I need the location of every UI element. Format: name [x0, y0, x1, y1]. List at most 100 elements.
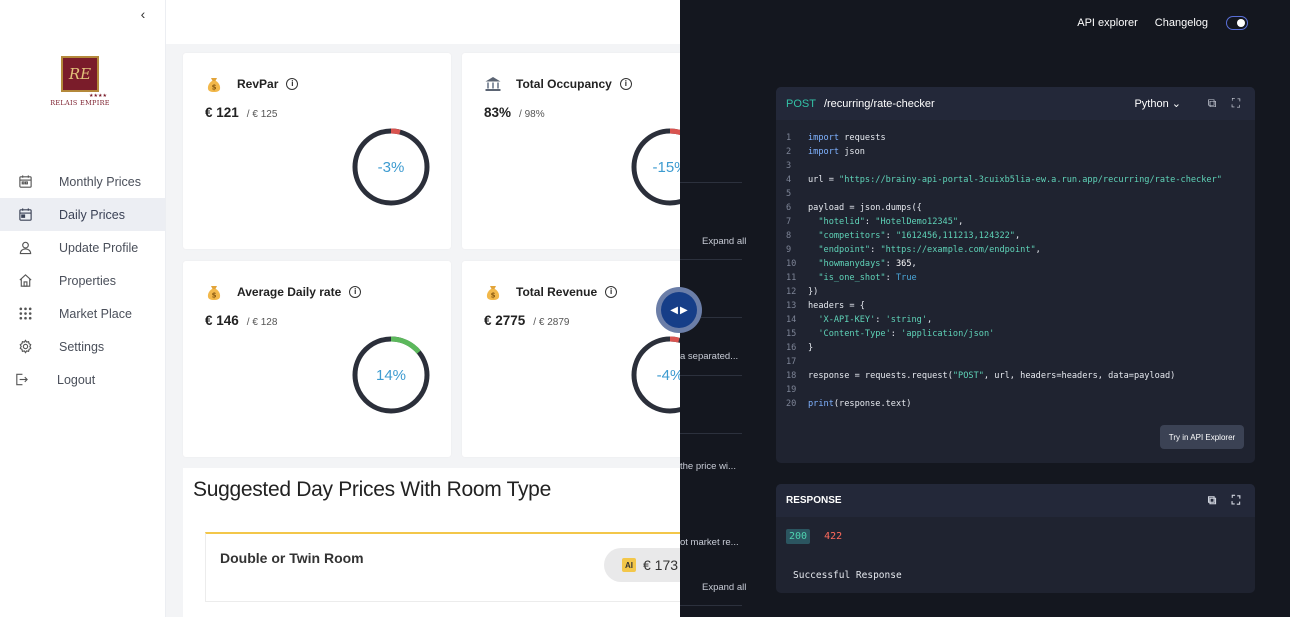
param-description: a separated... — [680, 351, 739, 362]
kpi-change: -3% — [377, 158, 405, 176]
language-value: Python — [1134, 98, 1169, 110]
kpi-title: Total Revenue — [516, 285, 598, 299]
info-icon[interactable]: i — [619, 78, 632, 90]
gear-icon — [17, 339, 33, 355]
language-select[interactable]: Python ⌄ — [1134, 97, 1181, 110]
kpi-current: € 2775 — [484, 313, 526, 328]
room-card[interactable]: Double or Twin Room AI € 173 — [205, 532, 680, 602]
info-icon[interactable]: i — [349, 286, 362, 298]
sidebar-item-update-profile[interactable]: Update Profile — [0, 231, 165, 264]
kpi-header: $ RevPar i — [205, 75, 299, 93]
kpi-card-adr: $ Average Daily rate i € 146 / € 128 14% — [183, 261, 451, 457]
kpi-header: $ Total Revenue i — [484, 283, 618, 301]
gauge-arc — [631, 336, 680, 414]
section-title: Suggested Day Prices With Room Type — [193, 478, 551, 501]
user-icon — [17, 240, 33, 256]
sidebar-item-properties[interactable]: Properties — [0, 264, 165, 297]
logo-stars: ★★★★ — [89, 93, 107, 99]
copy-icon[interactable]: ⧉ — [1207, 96, 1217, 110]
sidebar-nav: Monthly Prices Daily Prices Update Profi… — [0, 165, 165, 396]
code-block[interactable]: 1 import requests 2 import json 3 4 url = "… — [786, 133, 1222, 409]
grid-icon — [17, 306, 33, 322]
kpi-value: € 2775 / € 2879 — [484, 313, 569, 328]
kpi-value: € 121 / € 125 — [205, 105, 277, 120]
kpi-gauge: -4% — [630, 335, 680, 415]
kpi-value: 83% / 98% — [484, 105, 545, 120]
copy-icon[interactable]: ⧉ — [1207, 493, 1217, 507]
panel-top-links: API explorer Changelog — [1060, 16, 1248, 30]
sidebar-item-label: Monthly Prices — [59, 174, 141, 189]
sidebar-item-settings[interactable]: Settings — [0, 330, 165, 363]
svg-text:$: $ — [212, 84, 217, 92]
sidebar-item-label: Market Place — [59, 306, 132, 321]
kpi-header: $ Average Daily rate i — [205, 283, 362, 301]
gauge-arc — [352, 336, 430, 414]
divider — [680, 433, 742, 434]
changelog-link[interactable]: Changelog — [1154, 17, 1208, 29]
api-docs-panel: Expand all a separated... the price wi..… — [680, 0, 1290, 617]
sidebar-item-label: Update Profile — [59, 240, 139, 255]
suggested-price-pill[interactable]: AI € 173 — [604, 548, 680, 582]
sidebar-item-label: Daily Prices — [59, 207, 125, 222]
home-icon — [17, 273, 33, 289]
chevron-down-icon: ⌄ — [1171, 98, 1181, 110]
kpi-gauge: -3% — [351, 127, 431, 207]
collapse-sidebar-icon[interactable]: ‹ — [140, 6, 146, 22]
top-bar — [166, 0, 680, 44]
info-icon[interactable]: i — [605, 286, 618, 298]
sidebar-item-label: Settings — [59, 339, 105, 354]
money-bag-icon: $ — [205, 75, 223, 93]
expand-all-link[interactable]: Expand all — [702, 236, 747, 247]
divider — [680, 317, 742, 318]
logo-name: RELAIS EMPIRE — [50, 99, 110, 107]
sidebar-item-label: Properties — [59, 273, 116, 288]
theme-toggle[interactable] — [1226, 16, 1248, 30]
expand-all-link[interactable]: Expand all — [702, 582, 747, 593]
kpi-compare: / € 2879 — [533, 317, 570, 328]
kpi-compare: / € 128 — [246, 317, 278, 328]
divider — [680, 259, 742, 260]
info-icon[interactable]: i — [286, 78, 299, 90]
suggested-price: € 173 — [643, 557, 679, 573]
kpi-header: Total Occupancy i — [484, 75, 632, 93]
sidebar-item-market-place[interactable]: Market Place — [0, 297, 165, 330]
kpi-value: € 146 / € 128 — [205, 313, 277, 328]
expand-icon[interactable]: ⛶ — [1231, 493, 1241, 507]
hotel-logo: RE ★★★★ RELAIS EMPIRE — [50, 56, 110, 112]
kpi-card-revenue: $ Total Revenue i € 2775 / € 2879 -4% — [462, 261, 680, 457]
response-title: RESPONSE — [786, 495, 842, 506]
expand-icon[interactable]: ⛶ — [1231, 96, 1241, 110]
http-method: POST — [786, 97, 816, 110]
try-in-api-explorer-button[interactable]: Try in API Explorer — [1160, 425, 1244, 449]
endpoint-path: /recurring/rate-checker — [823, 97, 935, 110]
kpi-change: 14% — [375, 366, 407, 384]
main-content: $ RevPar i € 121 / € 125 -3% Total Occupa… — [166, 0, 680, 617]
ai-badge-icon: AI — [622, 558, 636, 572]
status-422-tab[interactable]: 422 — [824, 531, 843, 542]
svg-text:$: $ — [491, 292, 496, 300]
sidebar-item-monthly-prices[interactable]: Monthly Prices — [0, 165, 165, 198]
kpi-change: -4% — [656, 366, 680, 384]
kpi-current: € 121 — [205, 105, 239, 120]
svg-text:$: $ — [212, 292, 217, 300]
divider — [680, 375, 742, 376]
gauge-arc — [352, 128, 430, 206]
logo-monogram: RE — [68, 65, 92, 83]
calendar-icon — [17, 174, 33, 190]
code-header: POST /recurring/rate-checker Python ⌄ ⧉ … — [776, 87, 1255, 120]
api-explorer-link[interactable]: API explorer — [1077, 17, 1138, 29]
request-code-box: POST /recurring/rate-checker Python ⌄ ⧉ … — [776, 87, 1255, 463]
suggested-prices-section: Suggested Day Prices With Room Type Doub… — [183, 468, 680, 617]
kpi-gauge: 14% — [351, 335, 431, 415]
split-drag-handle[interactable]: ◀ ▶ — [656, 287, 702, 333]
bank-icon — [484, 75, 502, 93]
status-200-tab[interactable]: 200 — [786, 529, 811, 544]
response-message: Successful Response — [793, 570, 902, 581]
sidebar-item-daily-prices[interactable]: Daily Prices — [0, 198, 165, 231]
divider — [680, 182, 742, 183]
param-description: ot market re... — [680, 537, 739, 548]
daily-calendar-icon — [17, 207, 33, 223]
kpi-title: Total Occupancy — [516, 77, 612, 91]
sidebar-item-logout[interactable]: Logout — [0, 363, 165, 396]
docs-list-overlay: Expand all a separated... the price wi..… — [680, 0, 746, 617]
